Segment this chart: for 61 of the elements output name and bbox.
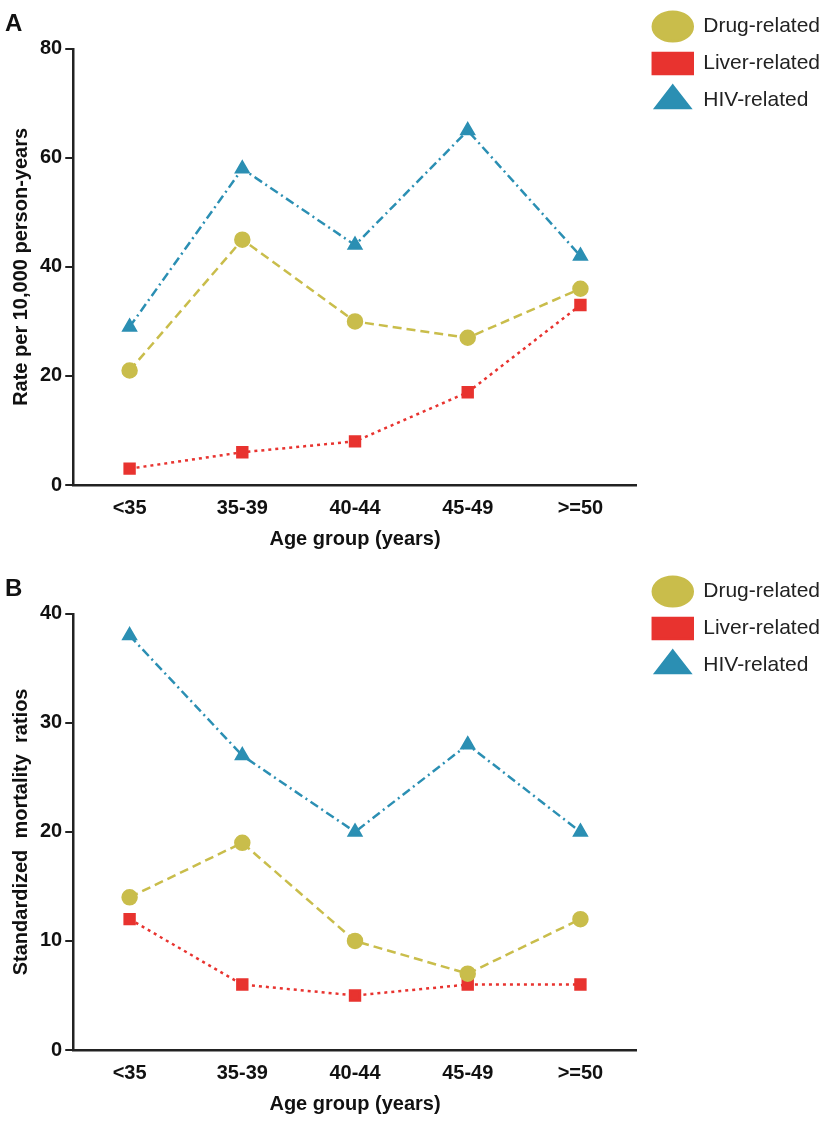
point: [460, 736, 476, 750]
y-tick-label: 0: [51, 1037, 63, 1060]
point: [574, 298, 587, 312]
point: [572, 280, 589, 297]
point: [461, 386, 474, 399]
y-axis-title: Rate per 10,000 person-years: [8, 127, 31, 406]
point: [346, 932, 364, 950]
point: [459, 965, 476, 982]
y-tick-label: 80: [40, 36, 63, 59]
x-tick-label: 45-49: [442, 495, 494, 518]
point: [122, 318, 137, 332]
point: [236, 446, 249, 459]
chart-title: A: [5, 9, 23, 37]
y-tick-label: 20: [40, 363, 63, 386]
point: [121, 889, 138, 906]
x-tick-label: <35: [112, 1060, 147, 1083]
y-axis-title: Standardized mortality ratios: [8, 688, 31, 976]
point: [234, 231, 251, 248]
legend-label: Liver-related: [703, 615, 821, 639]
point: [348, 989, 362, 1002]
legend-label: Drug-related: [703, 578, 821, 602]
point: [234, 834, 251, 852]
point: [236, 978, 249, 991]
x-tick-label: >=50: [557, 1060, 604, 1083]
y-tick-label: 0: [51, 472, 63, 495]
point: [459, 329, 476, 347]
x-axis-title: Age group (years): [269, 526, 441, 549]
point: [122, 627, 137, 641]
x-axis-title: Age group (years): [269, 1091, 441, 1114]
y-tick-label: 60: [40, 145, 63, 168]
y-tick-label: 30: [40, 710, 63, 733]
point: [574, 978, 587, 991]
x-tick-label: 35-39: [216, 1060, 268, 1083]
point: [573, 823, 588, 837]
point: [123, 912, 136, 926]
point: [347, 236, 363, 250]
point: [572, 910, 589, 928]
y-tick-label: 40: [40, 601, 63, 624]
point: [346, 313, 364, 330]
legend-label: Drug-related: [703, 13, 821, 37]
legend-label: Liver-related: [703, 50, 821, 74]
point: [234, 160, 250, 174]
x-tick-label: 40-44: [329, 1060, 382, 1083]
point: [348, 435, 362, 448]
point: [121, 362, 138, 379]
point: [460, 122, 476, 136]
point: [123, 462, 136, 475]
legend-label: HIV-related: [703, 87, 809, 111]
point: [573, 247, 588, 261]
x-tick-label: 40-44: [329, 495, 382, 518]
x-tick-label: <35: [112, 495, 147, 518]
y-tick-label: 20: [40, 819, 63, 842]
point: [347, 823, 363, 837]
x-tick-label: >=50: [557, 495, 604, 518]
y-tick-label: 10: [40, 928, 63, 951]
x-tick-label: 45-49: [442, 1060, 494, 1083]
chart-title: B: [5, 574, 23, 602]
point: [234, 747, 250, 761]
legend-label: HIV-related: [703, 652, 809, 676]
y-tick-label: 40: [40, 254, 63, 277]
x-tick-label: 35-39: [216, 495, 268, 518]
